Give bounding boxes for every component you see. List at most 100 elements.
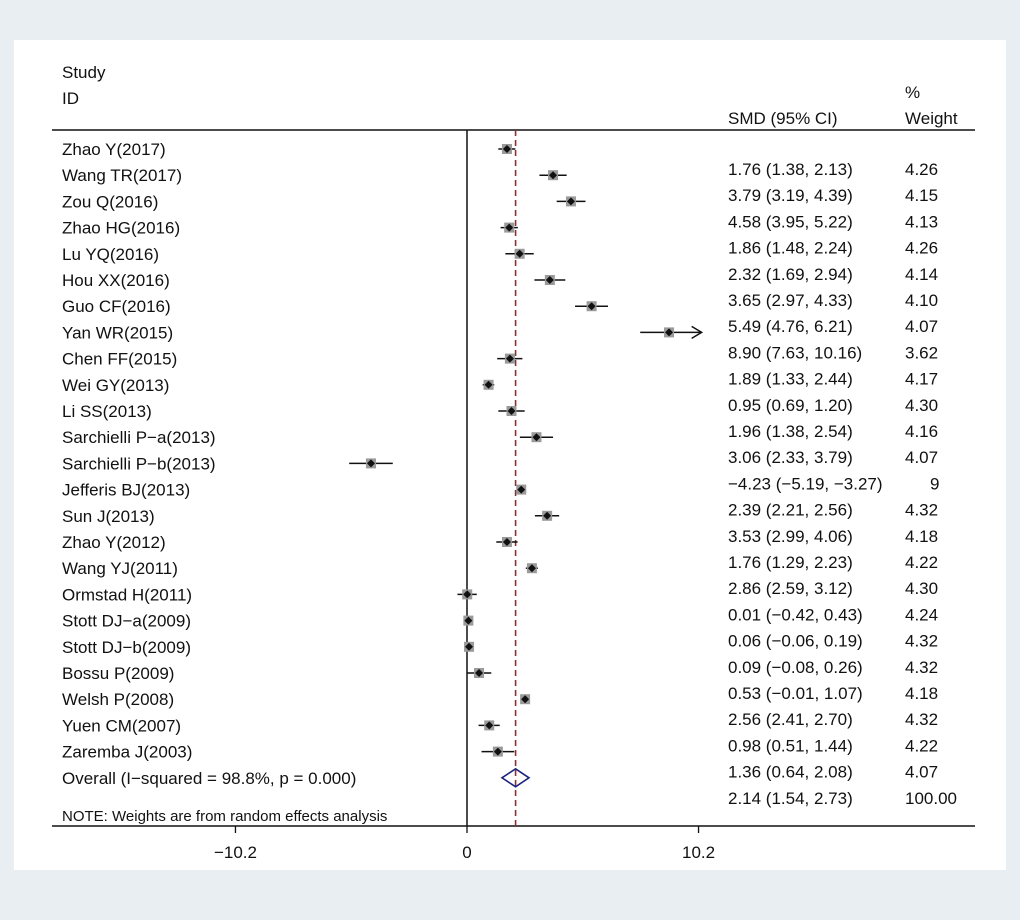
ci-value: 0.53 (−0.01, 1.07)	[728, 684, 863, 703]
x-tick-label: −10.2	[214, 843, 257, 862]
chart-panel	[14, 40, 1006, 870]
weight-value: 4.16	[905, 422, 938, 441]
ci-value: 0.98 (0.51, 1.44)	[728, 736, 853, 755]
weight-value: 4.26	[905, 160, 938, 179]
study-label: Wei GY(2013)	[62, 376, 169, 395]
study-label: Zhao Y(2017)	[62, 140, 166, 159]
weight-value: 4.13	[905, 212, 938, 231]
ci-value: 3.53 (2.99, 4.06)	[728, 527, 853, 546]
ci-value: 1.76 (1.38, 2.13)	[728, 160, 853, 179]
weight-value: 4.32	[905, 632, 938, 651]
point-estimate	[665, 328, 674, 337]
point-estimate	[587, 302, 596, 311]
ci-value: 0.95 (0.69, 1.20)	[728, 396, 853, 415]
weight-value: 4.18	[905, 684, 938, 703]
point-estimate	[505, 223, 514, 232]
point-estimate	[549, 171, 558, 180]
study-label: Li SS(2013)	[62, 402, 152, 421]
ci-value: 8.90 (7.63, 10.16)	[728, 343, 862, 362]
study-label: Ormstad H(2011)	[62, 585, 192, 604]
point-estimate	[505, 354, 514, 363]
point-estimate	[543, 511, 552, 520]
study-label: Stott DJ−b(2009)	[62, 638, 191, 657]
point-estimate	[517, 485, 526, 494]
weights-note: NOTE: Weights are from random effects an…	[62, 808, 387, 825]
study-label: Stott DJ−a(2009)	[62, 612, 191, 631]
point-estimate	[464, 616, 473, 625]
ci-value: 3.79 (3.19, 4.39)	[728, 186, 853, 205]
study-label: Lu YQ(2016)	[62, 245, 159, 264]
x-tick-label: 10.2	[682, 843, 715, 862]
weight-value: 4.10	[905, 291, 938, 310]
point-estimate	[366, 459, 375, 468]
study-label: Sarchielli P−b(2013)	[62, 454, 216, 473]
point-estimate	[527, 564, 536, 573]
study-label: Zhao Y(2012)	[62, 533, 166, 552]
ci-value: 1.86 (1.48, 2.24)	[728, 239, 853, 258]
point-estimate	[465, 642, 474, 651]
weight-value: 4.32	[905, 501, 938, 520]
point-estimate	[566, 197, 575, 206]
ci-value: 4.58 (3.95, 5.22)	[728, 212, 853, 231]
ci-value: 3.65 (2.97, 4.33)	[728, 291, 853, 310]
weight-value: 3.62	[905, 343, 938, 362]
ci-value: 0.09 (−0.08, 0.26)	[728, 658, 863, 677]
point-estimate	[507, 407, 516, 415]
point-estimate	[545, 276, 554, 284]
weight-value: 9	[930, 474, 939, 493]
point-estimate	[502, 538, 511, 546]
study-label: Yuen CM(2007)	[62, 716, 181, 735]
weight-value: 4.24	[905, 605, 938, 624]
weight-value: 4.30	[905, 579, 938, 598]
ci-value: 0.01 (−0.42, 0.43)	[728, 605, 863, 624]
x-tick-label: 0	[462, 843, 471, 862]
header-weight: Weight	[905, 109, 958, 128]
ci-value: −4.23 (−5.19, −3.27)	[728, 474, 883, 493]
ci-value: 2.14 (1.54, 2.73)	[728, 789, 853, 808]
study-label: Guo CF(2016)	[62, 297, 171, 316]
point-estimate	[485, 721, 494, 730]
weight-value: 4.07	[905, 317, 938, 336]
ci-value: 0.06 (−0.06, 0.19)	[728, 632, 863, 651]
weight-value: 4.14	[905, 265, 938, 284]
overall-label: Overall (I−squared = 98.8%, p = 0.000)	[62, 769, 356, 788]
ci-arrow-head	[691, 325, 704, 340]
weight-value: 4.22	[905, 553, 938, 572]
header-weight-pct: %	[905, 83, 920, 102]
study-label: Zou Q(2016)	[62, 192, 158, 211]
weight-value: 4.07	[905, 763, 938, 782]
ci-value: 1.36 (0.64, 2.08)	[728, 763, 853, 782]
study-label: Sarchielli P−a(2013)	[62, 428, 216, 447]
header-study: Study	[62, 63, 106, 82]
weight-value: 4.18	[905, 527, 938, 546]
study-label: Jefferis BJ(2013)	[62, 481, 190, 500]
ci-value: 1.96 (1.38, 2.54)	[728, 422, 853, 441]
weight-value: 4.17	[905, 370, 938, 389]
ci-value: 2.39 (2.21, 2.56)	[728, 501, 853, 520]
ci-value: 1.76 (1.29, 2.23)	[728, 553, 853, 572]
weight-value: 4.32	[905, 658, 938, 677]
weight-value: 4.32	[905, 710, 938, 729]
study-label: Wang YJ(2011)	[62, 559, 178, 578]
point-estimate	[502, 145, 511, 153]
weight-value: 4.07	[905, 448, 938, 467]
header-smd: SMD (95% CI)	[728, 109, 838, 128]
point-estimate	[493, 747, 502, 756]
point-estimate	[532, 433, 541, 442]
ci-value: 3.06 (2.33, 3.79)	[728, 448, 853, 467]
study-label: Hou XX(2016)	[62, 271, 170, 290]
study-label: Wang TR(2017)	[62, 166, 182, 185]
ci-value: 2.56 (2.41, 2.70)	[728, 710, 853, 729]
weight-value: 100.00	[905, 789, 957, 808]
ci-value: 2.86 (2.59, 3.12)	[728, 579, 853, 598]
point-estimate	[484, 380, 493, 389]
point-estimate	[521, 695, 530, 704]
point-estimate	[475, 669, 484, 677]
weight-value: 4.15	[905, 186, 938, 205]
header-id: ID	[62, 89, 79, 108]
ci-value: 1.89 (1.33, 2.44)	[728, 370, 853, 389]
study-label: Sun J(2013)	[62, 507, 155, 526]
weight-value: 4.30	[905, 396, 938, 415]
study-label: Zhao HG(2016)	[62, 219, 180, 238]
